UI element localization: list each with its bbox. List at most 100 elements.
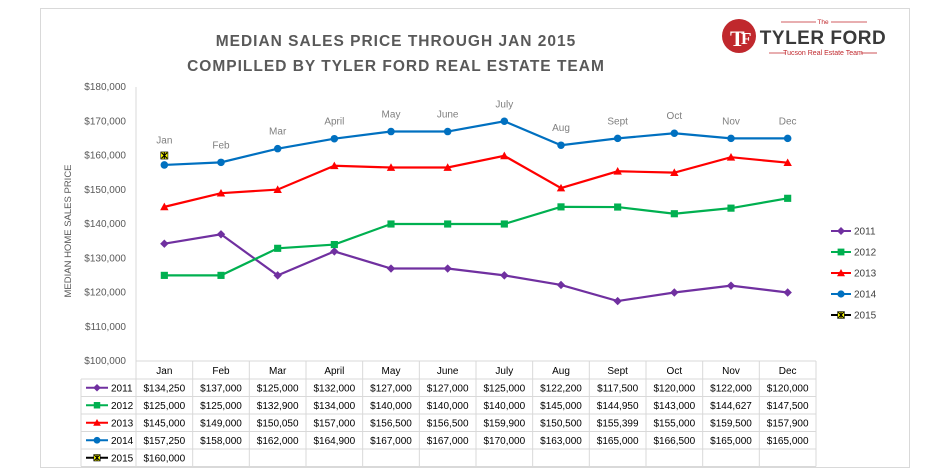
y-tick-label: $130,000 <box>84 253 126 264</box>
month-annotation-mar: Mar <box>269 127 287 138</box>
table-header-nov: Nov <box>722 366 740 377</box>
table-cell-2013-2: $150,050 <box>257 418 299 429</box>
table-legend-key-2015 <box>86 454 108 462</box>
data-point-2013 <box>330 161 339 170</box>
table-cell-2014-2: $162,000 <box>257 436 299 447</box>
table-cell-2012-10: $144,627 <box>710 401 752 412</box>
table-cell-2013-6: $159,900 <box>483 418 525 429</box>
y-tick-label: $110,000 <box>85 322 126 333</box>
table-cell-2014-8: $165,000 <box>597 436 639 447</box>
data-point-2011 <box>613 296 622 306</box>
y-tick-label: $160,000 <box>84 151 126 162</box>
data-point-2011 <box>783 288 792 297</box>
table-series-label-2012: 2012 <box>111 401 134 412</box>
table-cell-2012-5: $140,000 <box>427 401 469 412</box>
data-point-2014 <box>613 134 622 143</box>
table-cell-2011-2: $125,000 <box>257 383 299 394</box>
data-point-2013 <box>726 153 736 161</box>
table-legend-marker <box>93 436 101 444</box>
table-cell-2014-6: $170,000 <box>483 436 525 447</box>
series-2013 <box>160 151 792 211</box>
table-cell-2012-6: $140,000 <box>483 401 525 412</box>
logo-name: TYLER FORD <box>760 28 886 49</box>
data-point-2013 <box>500 151 509 160</box>
data-table: Jan Feb Mar April May June July Aug Sept Oct Nov De… <box>80 360 817 467</box>
table-legend-key-2013 <box>86 418 108 426</box>
month-annotation-june: June <box>437 110 459 121</box>
series-2015 <box>160 151 169 160</box>
table-cell-2015-0: $160,000 <box>143 453 185 464</box>
data-point-2014 <box>727 134 735 143</box>
series-line-2013 <box>164 154 788 208</box>
table-cell-2013-3: $157,000 <box>313 418 355 429</box>
y-tick-label: $140,000 <box>84 219 126 230</box>
series-line-2011 <box>164 233 788 303</box>
table-header-oct: Oct <box>667 366 683 377</box>
table-cell-2014-5: $167,000 <box>427 436 469 447</box>
table-header-may: May <box>382 366 401 377</box>
table-series-label-2013: 2013 <box>111 418 134 429</box>
logo-tagline: Tucson Real Estate Team <box>783 50 863 57</box>
data-point-2011 <box>216 230 226 239</box>
chart-title-line2: COMPILLED BY TYLER FORD REAL ESTATE TEAM <box>187 58 605 75</box>
table-cell-2011-1: $137,000 <box>200 383 242 394</box>
month-annotation-april: April <box>324 117 344 128</box>
table-cell-2012-4: $140,000 <box>370 401 412 412</box>
data-point-2014 <box>670 129 679 138</box>
legend-label-2015: 2015 <box>854 311 877 322</box>
table-cell-2014-11: $165,000 <box>767 436 809 447</box>
table-legend-marker <box>93 402 101 409</box>
data-point-2012 <box>160 271 168 279</box>
table-header-feb: Feb <box>212 366 230 377</box>
star-marker-x <box>161 152 168 159</box>
table-cell-2012-9: $143,000 <box>653 401 695 412</box>
table-cell-2013-9: $155,000 <box>653 418 695 429</box>
star-marker-x <box>93 454 101 461</box>
table-cell-2011-10: $122,000 <box>710 383 752 394</box>
legend-marker <box>837 248 845 256</box>
month-annotation-jan: Jan <box>156 136 172 147</box>
data-point-2012 <box>784 194 792 202</box>
line-chart: MEDIAN SALES PRICE THROUGH JAN 2015 COMP… <box>63 19 886 467</box>
table-cell-2012-2: $132,900 <box>257 401 299 412</box>
table-cell-2011-4: $127,000 <box>370 383 412 394</box>
table-legend-key-2012 <box>86 402 108 409</box>
y-tick-label: $170,000 <box>84 116 126 127</box>
data-point-2013 <box>160 202 169 211</box>
legend: 2011 2012 2013 2014 2015 <box>831 227 877 322</box>
table-cell-2011-0: $134,250 <box>143 383 185 394</box>
data-point-2014 <box>557 141 565 150</box>
data-point-2012 <box>500 220 508 228</box>
chart-title-line1: MEDIAN SALES PRICE THROUGH JAN 2015 <box>216 33 577 50</box>
series-line-2012 <box>164 197 788 277</box>
series-2011 <box>160 230 792 306</box>
y-tick-label: $180,000 <box>84 82 126 93</box>
legend-item-2012: 2012 <box>831 248 877 259</box>
table-cell-2014-0: $157,250 <box>143 436 185 447</box>
data-point-2013 <box>273 185 282 193</box>
table-header-sept: Sept <box>607 366 628 377</box>
data-point-2011 <box>443 264 452 273</box>
data-point-2012 <box>670 210 678 218</box>
series-2012 <box>160 194 792 279</box>
table-header-april: April <box>324 366 344 377</box>
data-point-2013 <box>386 163 396 171</box>
y-ticks: $100,000 $110,000 $120,000 $130,000 $140,000… <box>84 82 126 367</box>
legend-label-2011: 2011 <box>854 227 876 238</box>
table-cell-2011-5: $127,000 <box>427 383 469 394</box>
table-legend-key-2011 <box>86 383 108 392</box>
data-point-2013 <box>613 167 622 175</box>
legend-item-2014: 2014 <box>831 290 877 301</box>
table-cell-2012-8: $144,950 <box>597 401 639 412</box>
table-series-label-2015: 2015 <box>111 453 134 464</box>
legend-marker <box>837 311 845 319</box>
logo-emblem-f: F <box>741 29 751 48</box>
table-cell-2011-7: $122,200 <box>540 383 582 394</box>
table-header-dec: Dec <box>779 366 797 377</box>
table-cell-2013-8: $155,399 <box>597 418 639 429</box>
data-point-2013 <box>670 168 679 176</box>
y-tick-label: $120,000 <box>84 288 126 299</box>
data-point-2011 <box>670 288 679 297</box>
legend-label-2014: 2014 <box>854 290 877 301</box>
legend-marker <box>837 290 845 298</box>
